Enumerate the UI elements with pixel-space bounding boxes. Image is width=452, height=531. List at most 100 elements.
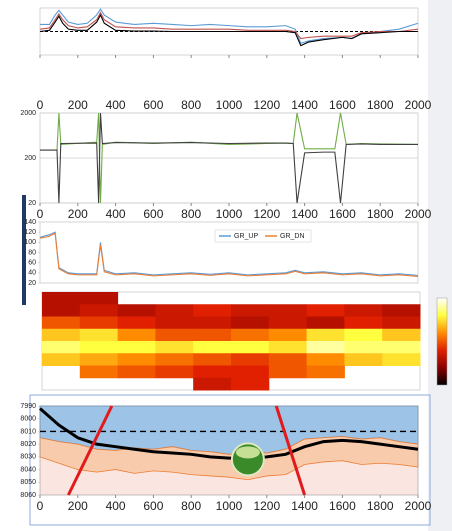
heat-cell: [231, 329, 269, 342]
x-tick-label: 200: [68, 499, 88, 513]
heat-cell: [344, 329, 382, 342]
heat-cell: [80, 304, 118, 317]
heat-cell: [155, 353, 193, 366]
heat-cell: [118, 366, 156, 379]
x-tick-label: 600: [143, 207, 163, 221]
heat-cell: [80, 366, 118, 379]
heat-cell: [382, 341, 420, 354]
y-tick-label: 120: [24, 229, 36, 236]
heat-cell: [42, 292, 80, 305]
heat-cell: [155, 329, 193, 342]
heat-cell: [42, 329, 80, 342]
frame-accent: [22, 195, 26, 305]
heat-cell: [80, 292, 118, 305]
y-tick-label: 7990: [20, 403, 36, 410]
heat-cell: [80, 341, 118, 354]
heat-cell: [307, 304, 345, 317]
x-tick-label: 0: [37, 499, 44, 513]
heat-cell: [42, 317, 80, 330]
heat-cell: [80, 329, 118, 342]
y-tick-label: 40: [28, 270, 36, 277]
x-tick-label: 800: [181, 207, 201, 221]
x-tick-label: 2000: [405, 207, 432, 221]
x-tick-label: 1200: [253, 207, 280, 221]
heat-cell: [193, 304, 231, 317]
heat-cell: [155, 317, 193, 330]
heat-cell: [269, 317, 307, 330]
y-tick-label: 8010: [20, 428, 36, 435]
heat-cell: [118, 317, 156, 330]
heat-cell: [307, 329, 345, 342]
y-tick-label: 8060: [20, 492, 36, 499]
heat-cell: [118, 304, 156, 317]
x-tick-label: 600: [143, 499, 163, 513]
slide: 0200400600800100012001400160018002000202…: [0, 0, 452, 531]
x-tick-label: 600: [143, 98, 163, 112]
heat-cell: [231, 353, 269, 366]
heat-cell: [231, 304, 269, 317]
legend-label: GR_DN: [280, 233, 305, 240]
heat-cell: [382, 353, 420, 366]
heat-cell: [42, 341, 80, 354]
heat-cell: [155, 304, 193, 317]
y-tick-label: 140: [24, 219, 36, 226]
heat-cell: [269, 304, 307, 317]
x-tick-label: 400: [106, 499, 126, 513]
x-tick-label: 1600: [329, 207, 356, 221]
heat-cell: [344, 341, 382, 354]
x-tick-label: 0: [37, 207, 44, 221]
y-tick-label: 8040: [20, 466, 36, 473]
colorbar: [437, 298, 447, 385]
heat-cell: [118, 353, 156, 366]
y-tick-label: 8050: [20, 479, 36, 486]
y-tick-label: 20: [28, 280, 36, 287]
x-tick-label: 0: [37, 98, 44, 112]
y-tick-label: 8030: [20, 454, 36, 461]
heat-cell: [269, 329, 307, 342]
heat-cell: [193, 329, 231, 342]
heat-cell: [344, 317, 382, 330]
x-tick-label: 1800: [367, 98, 394, 112]
x-tick-label: 800: [181, 98, 201, 112]
heat-cell: [118, 329, 156, 342]
heat-cell: [382, 317, 420, 330]
heat-cell: [269, 366, 307, 379]
x-tick-label: 1600: [329, 499, 356, 513]
y-tick-label: 8020: [20, 441, 36, 448]
heat-cell: [155, 366, 193, 379]
heat-cell: [231, 378, 269, 391]
x-tick-label: 800: [181, 499, 201, 513]
heat-cell: [307, 353, 345, 366]
series-line: [40, 9, 418, 43]
heat-cell: [155, 341, 193, 354]
x-tick-label: 1400: [291, 207, 318, 221]
x-tick-label: 1400: [291, 98, 318, 112]
marker-highlight: [236, 446, 260, 458]
y-tick-label: 100: [24, 239, 36, 246]
x-tick-label: 1000: [216, 98, 243, 112]
y-tick-label: 200: [24, 155, 36, 162]
x-tick-label: 1800: [367, 499, 394, 513]
heat-cell: [118, 341, 156, 354]
heat-cell: [193, 353, 231, 366]
y-tick-label: 60: [28, 260, 36, 267]
legend-label: GR_UP: [234, 233, 258, 240]
heat-cell: [231, 366, 269, 379]
heat-cell: [42, 353, 80, 366]
x-tick-label: 200: [68, 98, 88, 112]
x-tick-label: 1000: [216, 207, 243, 221]
heat-cell: [193, 366, 231, 379]
x-tick-label: 200: [68, 207, 88, 221]
heat-cell: [269, 341, 307, 354]
x-tick-label: 2000: [405, 98, 432, 112]
heat-cell: [193, 341, 231, 354]
heat-cell: [42, 304, 80, 317]
heat-cell: [344, 304, 382, 317]
x-tick-label: 1800: [367, 207, 394, 221]
heat-cell: [344, 353, 382, 366]
x-tick-label: 1200: [253, 98, 280, 112]
heat-cell: [193, 317, 231, 330]
x-tick-label: 400: [106, 98, 126, 112]
x-tick-label: 1000: [216, 499, 243, 513]
x-tick-label: 1400: [291, 499, 318, 513]
